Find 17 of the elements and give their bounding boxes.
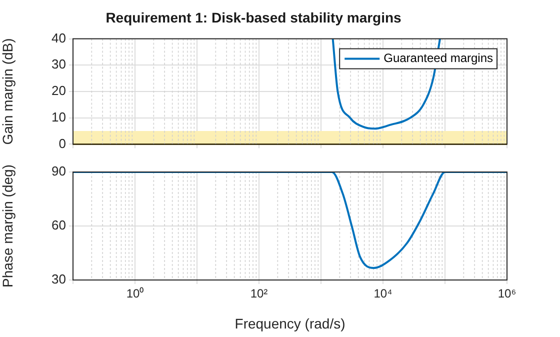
y-tick-label: 20 [52,83,66,98]
y-tick-label: 10 [52,109,66,124]
legend-label: Guaranteed margins [384,51,494,66]
y-tick-label: 90 [52,164,66,179]
x-tick-label: 10⁰ [126,286,144,301]
x-axis-title: Frequency (rad/s) [234,315,346,332]
x-tick-label: 10² [250,286,268,301]
y-axis-title: Phase margin (deg) [0,164,16,288]
y-tick-label: 60 [52,218,66,233]
x-tick-label: 10⁴ [374,286,392,301]
y-tick-label: 30 [52,272,66,287]
chart-title: Requirement 1: Disk-based stability margins [106,9,402,26]
y-tick-label: 30 [52,56,66,72]
y-tick-label: 40 [52,30,66,46]
x-tick-label: 10⁶ [498,286,516,301]
y-tick-label: 0 [58,136,66,151]
y-axis-title: Gain margin (dB) [0,38,16,145]
